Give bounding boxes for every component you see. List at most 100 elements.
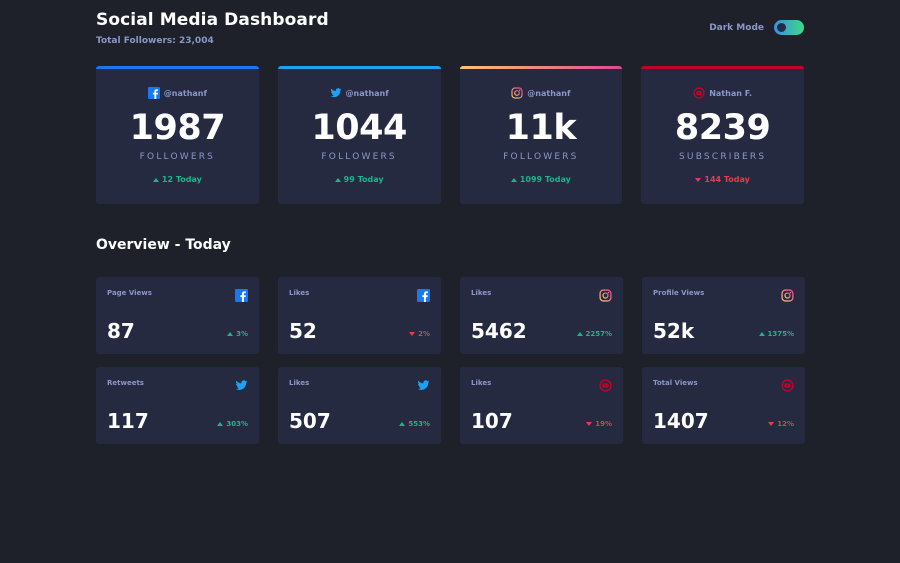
overview-change: 12% [768,420,794,428]
overview-change-value: 2257% [585,330,613,338]
overview-card-facebook-0[interactable]: Page Views 87 3% [96,277,259,354]
overview-change-value: 19% [595,420,612,428]
arrow-up-icon [217,422,224,426]
youtube-icon [781,377,794,396]
today-change-value: 1099 Today [519,175,571,184]
dark-mode-control: Dark Mode [709,20,804,35]
today-change: 99 Today [278,175,441,184]
overview-value: 52 [289,319,317,343]
overview-card-twitter-4[interactable]: Retweets 117 303% [96,367,259,444]
today-change-value: 99 Today [343,175,384,184]
toggle-knob[interactable] [777,23,786,32]
arrow-up-icon [758,332,765,336]
overview-label: Likes [471,289,492,297]
overview-card-instagram-3[interactable]: Profile Views 52k 1375% [642,277,805,354]
overview-change-value: 303% [226,420,248,428]
overview-value: 52k [653,319,695,343]
page-title: Social Media Dashboard [96,10,329,30]
overview-label: Total Views [653,379,698,387]
card-handle-row: @nathanf [460,87,623,99]
overview-change: 3% [227,330,248,338]
today-change: 1099 Today [460,175,623,184]
overview-card-youtube-7[interactable]: Total Views 1407 12% [642,367,805,444]
arrow-up-icon [399,422,406,426]
youtube-icon [693,87,705,99]
twitter-icon [235,377,248,396]
card-handle-row: @nathanf [278,87,441,99]
arrow-down-icon [768,422,775,426]
follower-cards: @nathanf 1987 FOLLOWERS 12 Today @nathan… [96,66,804,204]
dark-mode-label: Dark Mode [709,22,764,33]
arrow-down-icon [409,332,416,336]
overview-change-value: 3% [236,330,248,338]
arrow-up-icon [152,177,159,182]
instagram-icon [511,87,523,99]
today-change: 144 Today [641,175,804,184]
card-handle: Nathan F. [709,88,753,98]
follower-unit: FOLLOWERS [321,152,397,162]
today-change-value: 144 Today [704,175,750,184]
follower-count: 1987 [129,108,226,148]
overview-card-facebook-1[interactable]: Likes 52 2% [278,277,441,354]
card-handle-row: Nathan F. [641,87,804,99]
overview-change: 1375% [758,330,795,338]
follower-card-twitter[interactable]: @nathanf 1044 FOLLOWERS 99 Today [277,66,441,204]
overview-card-instagram-2[interactable]: Likes 5462 2257% [460,277,623,354]
follower-count: 8239 [674,108,771,148]
follower-card-facebook[interactable]: @nathanf 1987 FOLLOWERS 12 Today [96,66,259,204]
follower-card-youtube[interactable]: Nathan F. 8239 SUBSCRIBERS 144 Today [641,66,804,204]
page-header: Social Media Dashboard Total Followers: … [96,10,329,46]
overview-value: 1407 [653,409,709,433]
youtube-icon [599,377,612,396]
facebook-icon [147,87,160,99]
card-handle: @nathanf [345,88,389,98]
overview-value: 5462 [471,319,527,343]
overview-change: 2% [409,330,430,338]
overview-card-twitter-5[interactable]: Likes 507 553% [278,367,441,444]
overview-title: Overview - Today [96,237,231,253]
overview-change: 553% [399,420,430,428]
card-handle: @nathanf [163,88,207,98]
overview-card-youtube-6[interactable]: Likes 107 19% [460,367,623,444]
arrow-down-icon [695,177,702,182]
follower-card-instagram[interactable]: @nathanf 11k FOLLOWERS 1099 Today [459,66,623,204]
arrow-up-icon [334,177,341,182]
overview-label: Likes [289,379,310,387]
overview-change: 303% [217,420,248,428]
overview-label: Retweets [107,379,144,387]
twitter-icon [417,377,430,396]
card-handle-row: @nathanf [96,87,259,99]
today-change-value: 12 Today [161,175,202,184]
follower-unit: FOLLOWERS [139,152,216,162]
overview-label: Likes [289,289,310,297]
arrow-down-icon [586,422,593,426]
arrow-up-icon [227,332,234,336]
facebook-icon [417,287,430,306]
arrow-up-icon [510,177,517,182]
overview-change-value: 1375% [767,330,795,338]
card-accent-stripe [641,66,804,69]
card-accent-stripe [459,66,623,69]
card-accent-stripe [277,66,441,69]
overview-change: 19% [586,420,612,428]
overview-label: Page Views [107,289,152,297]
instagram-icon [781,287,794,306]
arrow-up-icon [576,332,583,336]
total-followers: Total Followers: 23,004 [96,36,214,46]
dark-mode-toggle[interactable] [774,20,804,35]
overview-label: Likes [471,379,492,387]
overview-label: Profile Views [653,289,705,297]
overview-value: 507 [289,409,331,433]
overview-change-value: 2% [418,330,430,338]
overview-change-value: 12% [777,420,794,428]
overview-value: 87 [107,319,135,343]
instagram-icon [599,287,612,306]
follower-unit: FOLLOWERS [503,152,579,162]
facebook-icon [235,287,248,306]
twitter-icon [330,87,342,99]
today-change: 12 Today [96,175,259,184]
overview-change-value: 553% [408,420,430,428]
overview-grid: Page Views 87 3% Likes 52 2% Likes 5462 … [96,277,805,444]
follower-count: 1044 [311,108,407,148]
card-handle: @nathanf [527,88,571,98]
